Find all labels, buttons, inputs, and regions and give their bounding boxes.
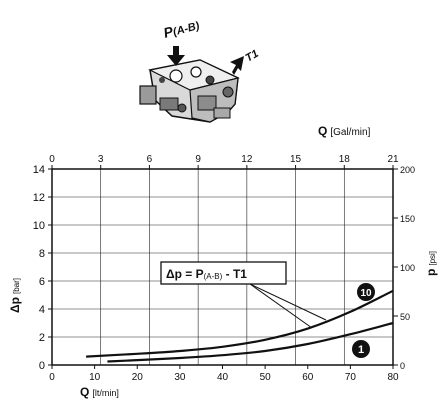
left-tick-label: 14 — [33, 164, 45, 176]
left-tick-label: 10 — [33, 220, 45, 232]
bottom-tick-label: 20 — [132, 372, 144, 383]
top-tick-label: 15 — [290, 154, 302, 165]
top-tick-label: 6 — [147, 154, 153, 165]
series-curve-1 — [107, 321, 394, 363]
top-axis-title: Q [Gal/min] — [318, 124, 371, 138]
outlet-arrow-icon — [230, 56, 244, 75]
bottom-tick-label: 10 — [89, 372, 101, 383]
inlet-arrow-icon — [167, 46, 185, 66]
series-marker-10: 10 — [357, 283, 375, 301]
top-tick-label: 21 — [387, 154, 399, 165]
port-pab-label: P(A-B) — [162, 16, 201, 41]
svg-text:10: 10 — [360, 288, 372, 299]
top-tick-label: 3 — [98, 154, 104, 165]
right-axis-title: p[psi] — [424, 251, 438, 276]
bottom-tick-label: 60 — [302, 372, 314, 383]
right-tick-label: 100 — [400, 263, 415, 273]
top-tick-label: 0 — [49, 154, 55, 165]
formula-text: Δp = P(A-B) - T1 — [166, 267, 247, 281]
left-tick-label: 0 — [39, 360, 45, 372]
plot-frame — [51, 168, 394, 366]
top-tick-label: 12 — [241, 154, 253, 165]
bottom-tick-label: 30 — [174, 372, 186, 383]
bottom-tick-label: 0 — [49, 372, 55, 383]
svg-text:1: 1 — [358, 344, 364, 356]
top-tick-label: 18 — [339, 154, 351, 165]
bottom-axis-title: Q [lt/min] — [80, 385, 119, 399]
bottom-tick-label: 80 — [387, 372, 399, 383]
left-axis-title: Δp[bar] — [8, 278, 22, 313]
series-marker-1: 1 — [352, 340, 370, 358]
left-tick-label: 12 — [33, 192, 45, 204]
series-curve-10 — [86, 289, 394, 358]
left-tick-label: 6 — [39, 276, 45, 288]
top-tick-label: 9 — [195, 154, 201, 165]
right-tick-label: 50 — [400, 312, 410, 322]
right-tick-label: 0 — [400, 361, 405, 371]
left-tick-label: 8 — [39, 248, 45, 260]
valve-block-illustration — [139, 59, 240, 123]
left-tick-label: 2 — [39, 332, 45, 344]
formula-annotation: Δp = P(A-B) - T1 — [160, 261, 327, 329]
bottom-tick-label: 50 — [260, 372, 272, 383]
port-t1-label: T1 — [244, 48, 261, 65]
right-tick-label: 150 — [400, 214, 415, 224]
chart-curves — [86, 289, 394, 363]
annotation-leader-line-1 — [249, 283, 327, 321]
annotation-leader-line-2 — [249, 283, 313, 329]
bottom-tick-label: 70 — [345, 372, 357, 383]
right-tick-label: 200 — [400, 165, 415, 175]
left-tick-label: 4 — [39, 304, 45, 316]
bottom-tick-label: 40 — [217, 372, 229, 383]
